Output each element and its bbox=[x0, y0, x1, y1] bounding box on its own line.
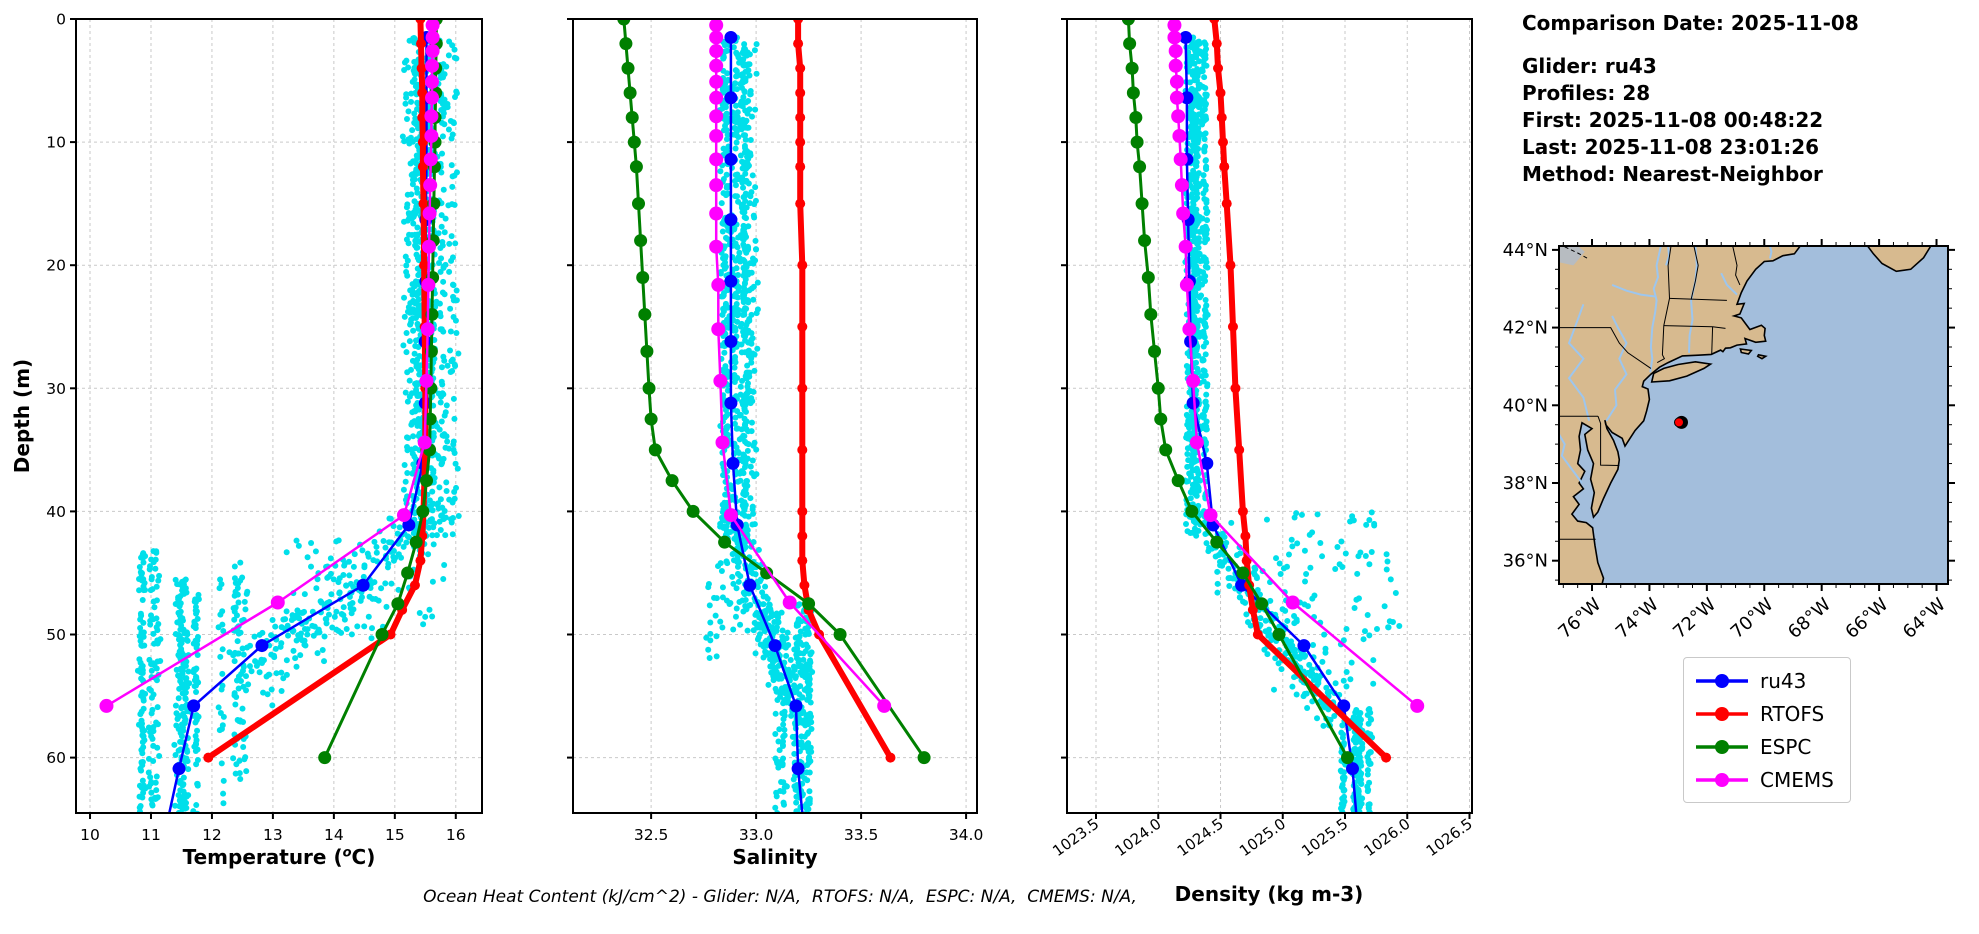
temperature-xtick-label: 11 bbox=[141, 826, 161, 844]
depth-ytick-label: 20 bbox=[46, 257, 66, 275]
salinity-xtick-label: 33.5 bbox=[844, 826, 879, 844]
map-geography bbox=[1559, 246, 1948, 584]
series-ru43-salinity bbox=[724, 30, 805, 813]
map-lon-label: 64°W bbox=[1899, 594, 1950, 643]
map-lon-label: 70°W bbox=[1727, 594, 1778, 643]
density-xtick-label: 1023.5 bbox=[1049, 815, 1102, 860]
glider-position-marker bbox=[1674, 415, 1689, 429]
info-line: Profiles: 28 bbox=[1522, 81, 1651, 105]
legend-item-cmems: CMEMS bbox=[1694, 763, 1850, 796]
legend-label: ESPC bbox=[1760, 734, 1812, 759]
density-xtick-label: 1025.5 bbox=[1298, 815, 1351, 860]
temperature-xtick-label: 14 bbox=[324, 826, 344, 844]
temperature-axis-label: Temperature (oC) bbox=[149, 845, 409, 869]
legend-item-rtofs: RTOFS bbox=[1694, 697, 1850, 730]
series-rtofs-salinity bbox=[793, 19, 896, 763]
map-lon-label: 74°W bbox=[1612, 594, 1663, 643]
salinity-xtick-label: 32.5 bbox=[634, 826, 669, 844]
density-xtick-label: 1024.5 bbox=[1174, 815, 1227, 860]
ocean-heat-content-footnote: Ocean Heat Content (kJ/cm^2) - Glider: N… bbox=[423, 887, 1137, 907]
legend: ru43 RTOFS ESPC CMEMS bbox=[1683, 657, 1851, 803]
map-lon-label: 76°W bbox=[1554, 594, 1605, 643]
temperature-axis-label-sup: o bbox=[342, 845, 352, 861]
depth-ytick-label: 40 bbox=[46, 503, 66, 521]
info-line: First: 2025-11-08 00:48:22 bbox=[1522, 108, 1824, 132]
legend-label: RTOFS bbox=[1760, 701, 1825, 726]
legend-line-sample bbox=[1696, 739, 1748, 754]
legend-label: CMEMS bbox=[1760, 767, 1834, 792]
temperature-xtick-label: 13 bbox=[263, 826, 283, 844]
map-lat-label: 40°N bbox=[1503, 395, 1548, 416]
series-espc-salinity bbox=[617, 19, 931, 765]
density-xtick-label: 1024.0 bbox=[1112, 815, 1165, 860]
panel-temperature-frame: 10 11 12 13 14 15 16 0 10 20 30 40 50 60 bbox=[46, 11, 483, 844]
temperature-xtick-label: 12 bbox=[202, 826, 222, 844]
map-lat-label: 42°N bbox=[1503, 318, 1548, 339]
depth-ytick-label: 30 bbox=[46, 380, 66, 398]
salinity-xtick-label: 34.0 bbox=[949, 826, 984, 844]
info-line: Method: Nearest-Neighbor bbox=[1522, 162, 1823, 186]
density-axis-label: Density (kg m-3) bbox=[1174, 882, 1364, 906]
salinity-xtick-label: 33.0 bbox=[739, 826, 774, 844]
info-line bbox=[1522, 37, 1859, 53]
map-lat-label: 44°N bbox=[1503, 240, 1548, 261]
info-line: Last: 2025-11-08 23:01:26 bbox=[1522, 135, 1820, 159]
legend-line-sample bbox=[1696, 673, 1748, 688]
panel-density-gridlines bbox=[1067, 19, 1472, 813]
series-cmems-salinity bbox=[709, 19, 892, 713]
map-lon-label: 72°W bbox=[1669, 594, 1720, 643]
temperature-xtick-label: 16 bbox=[446, 826, 466, 844]
legend-line-sample bbox=[1696, 772, 1748, 787]
temperature-axis-label-suffix: C) bbox=[351, 845, 376, 869]
depth-ytick-label: 50 bbox=[46, 626, 66, 644]
panel-density: 1023.5 1024.0 1024.5 1025.0 1025.5 1026.0 1026… bbox=[1049, 18, 1476, 860]
panel-density-frame: 1023.5 1024.0 1024.5 1025.0 1025.5 1026.0 1026… bbox=[1049, 18, 1476, 860]
salinity-axis-label: Salinity bbox=[732, 845, 818, 869]
y-axis-label: Depth (m) bbox=[10, 358, 34, 474]
density-xtick-label: 1025.0 bbox=[1236, 815, 1289, 860]
info-line: Glider: ru43 bbox=[1522, 54, 1657, 78]
map-lon-label: 68°W bbox=[1784, 594, 1835, 643]
map-lat-label: 38°N bbox=[1503, 473, 1548, 494]
legend-item-espc: ESPC bbox=[1694, 730, 1850, 763]
legend-item-ru43: ru43 bbox=[1694, 664, 1850, 697]
series-espc-density bbox=[1121, 19, 1354, 765]
depth-ytick-label: 60 bbox=[46, 749, 66, 767]
depth-ytick-label: 10 bbox=[46, 134, 66, 152]
panel-temperature: 10 11 12 13 14 15 16 0 10 20 30 40 50 60 bbox=[46, 11, 483, 844]
map-lon-label: 66°W bbox=[1841, 594, 1892, 643]
series-cmems-density bbox=[1167, 19, 1425, 713]
series-cmems-temperature bbox=[99, 19, 440, 713]
temperature-axis-label-prefix: Temperature ( bbox=[182, 845, 343, 869]
panel-salinity-frame: 32.5 33.0 33.5 34.0 bbox=[567, 18, 984, 844]
comparison-info-block: Comparison Date: 2025-11-08 Glider: ru43 P… bbox=[1522, 10, 1859, 188]
temperature-xtick-label: 15 bbox=[385, 826, 405, 844]
density-xtick-label: 1026.0 bbox=[1361, 815, 1414, 860]
depth-ytick-label: 0 bbox=[56, 11, 66, 29]
info-line: Comparison Date: 2025-11-08 bbox=[1522, 11, 1859, 35]
density-xtick-label: 1026.5 bbox=[1423, 815, 1476, 860]
map-inset: 44°N 42°N 40°N 38°N 36°N 76°W 74°W 72°W 70°W 68°W… bbox=[1503, 239, 1955, 643]
legend-label: ru43 bbox=[1760, 668, 1807, 693]
panel-salinity: 32.5 33.0 33.5 34.0 bbox=[567, 18, 984, 844]
map-lat-label: 36°N bbox=[1503, 551, 1548, 572]
glider-scatter-density bbox=[1182, 34, 1403, 813]
temperature-xtick-label: 10 bbox=[80, 826, 100, 844]
legend-line-sample bbox=[1696, 706, 1748, 721]
